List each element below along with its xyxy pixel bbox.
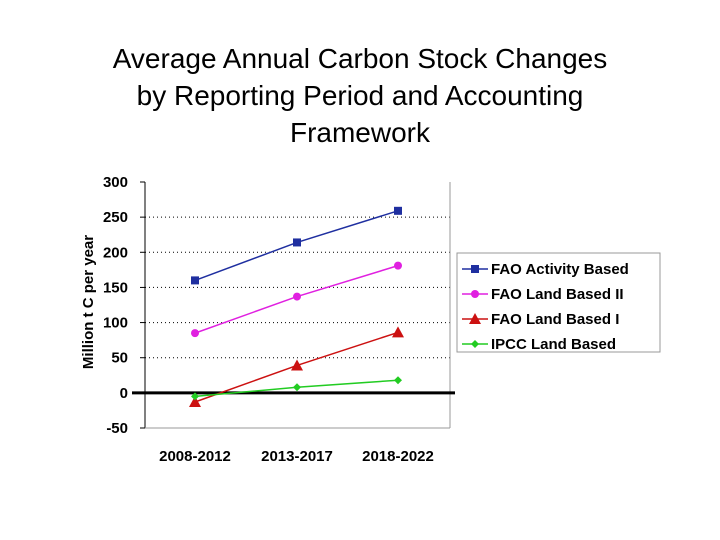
data-point	[191, 392, 199, 401]
chart-title-line-3: Framework	[289, 117, 430, 148]
data-point	[293, 292, 301, 301]
legend-marker	[469, 313, 481, 324]
data-point	[293, 383, 301, 392]
data-point	[191, 329, 199, 338]
legend-label: FAO Land Based II	[491, 286, 624, 303]
data-point	[394, 206, 402, 215]
series-fao-land-based-ii	[191, 261, 402, 338]
x-tick-label: 2018-2022	[362, 448, 434, 465]
legend-label: FAO Activity Based	[491, 261, 629, 278]
data-point	[191, 276, 199, 285]
data-point	[293, 238, 301, 247]
y-tick-label: 50	[111, 350, 128, 367]
x-tick-label: 2013-2017	[261, 448, 333, 465]
chart-title-line-2: by Reporting Period and Accounting	[136, 80, 584, 111]
legend-label: IPCC Land Based	[491, 336, 616, 353]
chart-title-line-1: Average Annual Carbon Stock Changes	[112, 43, 608, 74]
series-fao-land-based-i	[189, 326, 404, 407]
legend-marker	[471, 290, 479, 298]
x-tick-label: 2008-2012	[159, 448, 231, 465]
y-axis-title: Million t C per year	[80, 235, 97, 369]
y-tick-label: 250	[103, 209, 128, 226]
legend-label: FAO Land Based I	[491, 311, 619, 328]
y-tick-label: 200	[103, 244, 128, 261]
legend-marker	[471, 265, 479, 273]
data-point	[392, 326, 404, 338]
y-tick-label: 100	[103, 315, 128, 332]
y-tick-label: 300	[103, 174, 128, 191]
series-fao-activity-based	[191, 206, 402, 285]
series-ipcc-land-based	[191, 376, 402, 401]
chart-title: Average Annual Carbon Stock Changes by R…	[60, 40, 660, 151]
y-tick-label: 150	[103, 279, 128, 296]
data-point	[394, 376, 402, 385]
y-tick-label: -50	[106, 420, 128, 437]
data-point	[189, 395, 201, 407]
data-point	[394, 261, 402, 270]
data-point	[291, 359, 303, 371]
legend-marker	[471, 340, 479, 348]
y-tick-label: 0	[120, 385, 128, 402]
legend-box	[456, 252, 661, 353]
